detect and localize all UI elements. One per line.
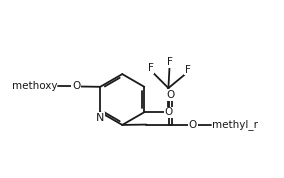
Text: N: N <box>96 113 105 123</box>
Text: F: F <box>148 63 154 73</box>
Text: methyl_r: methyl_r <box>212 119 258 130</box>
Text: F: F <box>166 57 172 67</box>
Text: O: O <box>189 120 197 130</box>
Text: F: F <box>185 65 191 75</box>
Text: methoxy: methoxy <box>12 82 57 91</box>
Text: O: O <box>72 82 80 91</box>
Text: O: O <box>164 107 173 117</box>
Text: O: O <box>166 90 175 100</box>
